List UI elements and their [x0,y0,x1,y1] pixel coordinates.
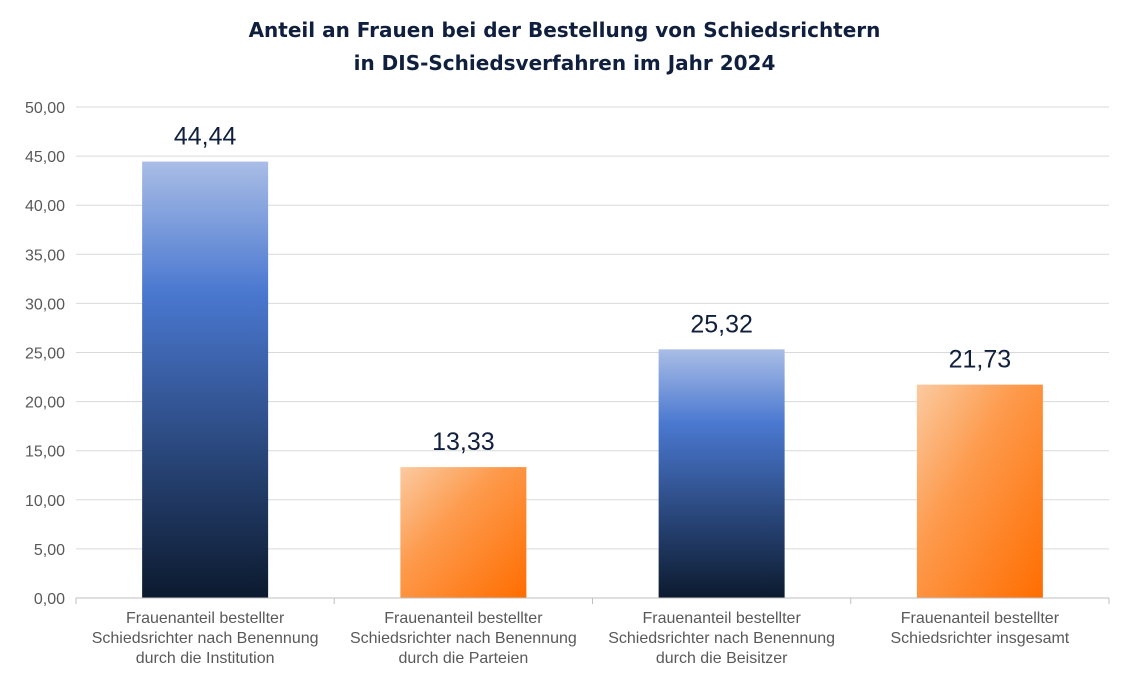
category-label-3-line: Schiedsrichter nach Benennung [608,630,835,647]
y-tick-label: 35,00 [25,247,65,264]
category-label-1-line: Schiedsrichter nach Benennung [92,630,319,647]
category-label-3-line: durch die Beisitzer [656,650,788,667]
bar-3 [658,349,785,598]
category-label-4-line: Frauenanteil bestellter [901,610,1060,627]
category-labels: Frauenanteil bestellter Schiedsrichter na… [92,610,1070,667]
y-tick-label: 15,00 [25,444,65,461]
y-tick-label: 0,00 [34,591,65,608]
y-tick-label: 25,00 [25,346,65,363]
y-axis-ticks: 0,00 5,00 10,00 15,00 20,00 25,00 30,00 35,00 40… [25,100,65,608]
y-tick-label: 40,00 [25,198,65,215]
y-tick-label: 10,00 [25,493,65,510]
data-label-4: 21,73 [949,346,1012,374]
category-label-2-line: durch die Parteien [398,650,528,667]
data-labels: 44,44 13,33 25,32 21,73 [174,123,1011,457]
data-label-2: 13,33 [432,428,495,456]
category-label-2-line: Frauenanteil bestellter [384,610,543,627]
y-tick-label: 45,00 [25,149,65,166]
data-label-3: 25,32 [690,310,753,338]
category-label-1-line: Frauenanteil bestellter [126,610,285,627]
y-tick-label: 50,00 [25,100,65,117]
category-label-4-line: Schiedsrichter insgesamt [891,630,1070,647]
chart-title-line-1: Anteil an Frauen bei der Bestellung von … [248,18,881,42]
bar-1 [142,161,269,599]
bar-2 [400,467,527,598]
x-axis [75,597,1110,604]
category-label-3-line: Frauenanteil bestellter [642,610,801,627]
bars [142,161,1043,599]
y-tick-label: 5,00 [34,542,65,559]
category-label-1-line: durch die Institution [136,650,275,667]
bar-4 [916,384,1043,598]
y-tick-label: 20,00 [25,395,65,412]
category-label-2-line: Schiedsrichter nach Benennung [350,630,577,647]
y-tick-label: 30,00 [25,296,65,313]
chart-title-line-2: in DIS-Schiedsverfahren im Jahr 2024 [353,51,776,75]
chart-title: Anteil an Frauen bei der Bestellung von … [0,14,1129,80]
data-label-1: 44,44 [174,123,237,151]
